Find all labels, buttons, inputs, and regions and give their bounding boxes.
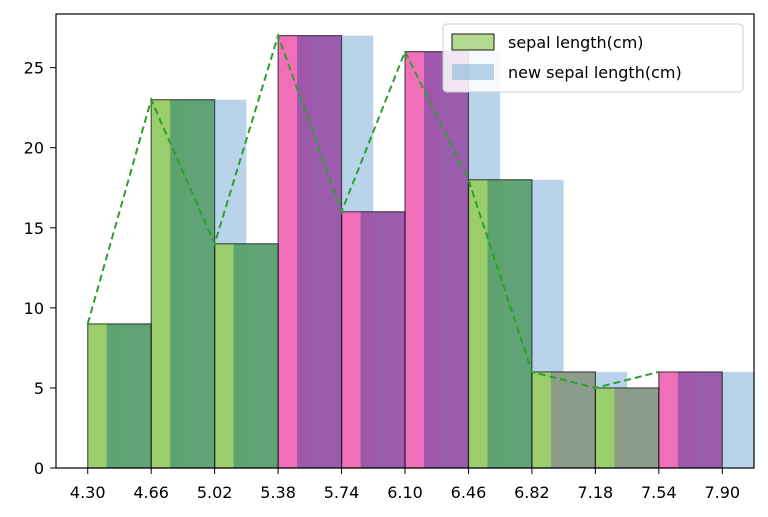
bar-overlay-fill: [360, 211, 405, 469]
x-tick-label: 6.10: [387, 483, 423, 502]
legend-label-new-sepal-length: new sepal length(cm): [508, 63, 682, 82]
legend-box: [442, 23, 744, 93]
bar-overlay-fill: [677, 371, 723, 468]
x-tick-label: 5.74: [324, 483, 360, 502]
legend-swatch-sepal-length: [451, 33, 495, 51]
y-tick-label: 15: [24, 219, 44, 238]
y-tick-label: 5: [34, 379, 44, 398]
x-tick-label: 4.66: [133, 483, 169, 502]
x-tick-label: 7.54: [641, 483, 677, 502]
bar-overlay-fill: [424, 51, 469, 469]
bar-overlay-fill: [614, 387, 659, 468]
bar-overlay-fill: [170, 99, 215, 469]
legend-label-sepal-length: sepal length(cm): [508, 33, 644, 52]
x-axis: 4.30 4.66 5.02 5.38 5.74 6.10 6.46 6.82 7.18 7.54…: [70, 468, 740, 502]
bar-overlay-fill: [233, 243, 279, 468]
x-tick-label: 5.38: [260, 483, 296, 502]
x-tick-label: 7.18: [578, 483, 614, 502]
x-tick-label: 5.02: [197, 483, 233, 502]
x-tick-label: 4.30: [70, 483, 106, 502]
x-tick-label: 6.46: [451, 483, 487, 502]
legend-swatch-new-sepal-length: [452, 64, 494, 80]
frequency-polygon-line: [86, 32, 660, 389]
y-axis: 0 5 10 15 20 25: [24, 59, 56, 478]
bar-overlay-fill: [297, 35, 342, 468]
x-tick-label: 6.82: [514, 483, 550, 502]
legend: sepal length(cm) new sepal length(cm): [442, 23, 744, 93]
x-tick-label: 7.90: [704, 483, 740, 502]
y-tick-label: 25: [24, 59, 44, 78]
y-tick-label: 0: [34, 459, 44, 478]
bar-overlay-fill: [487, 179, 532, 468]
bar-overlay-fill: [550, 371, 596, 468]
bar-overlay-fill: [106, 323, 152, 468]
y-tick-label: 20: [24, 139, 44, 158]
edged-bars: [87, 35, 723, 469]
y-tick-label: 10: [24, 299, 44, 318]
